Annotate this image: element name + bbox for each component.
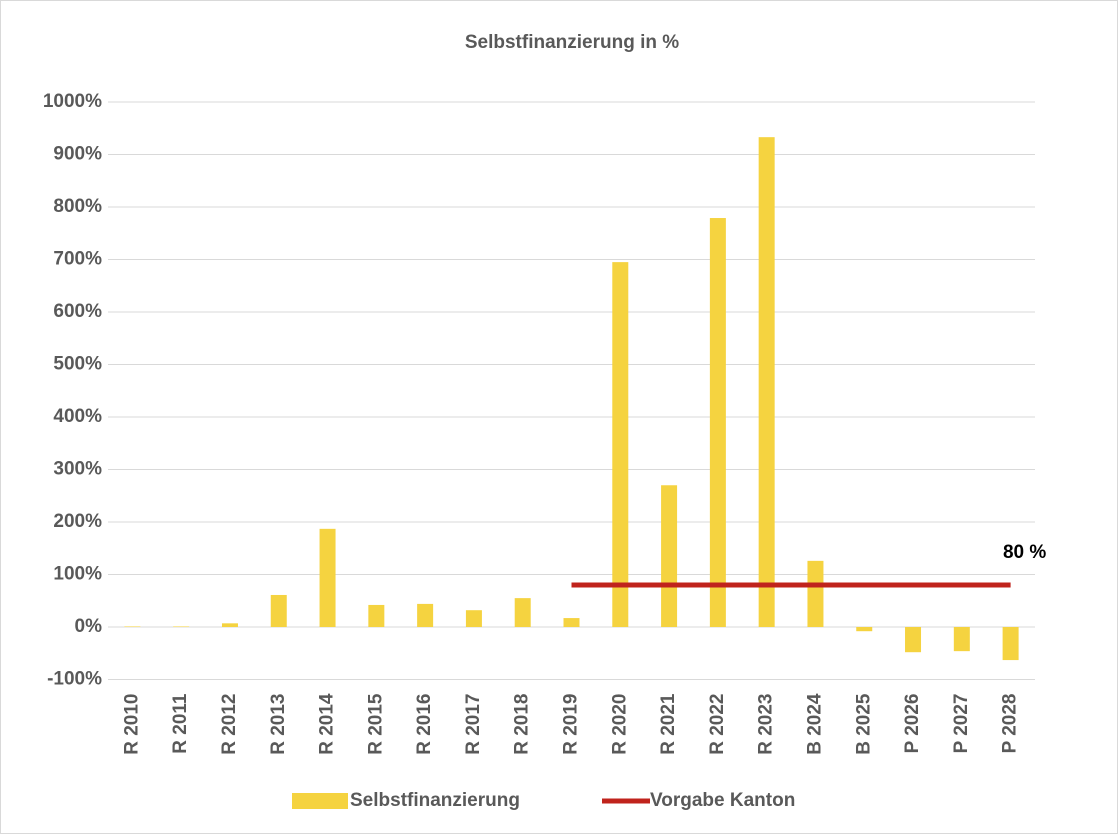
bar (270, 594, 287, 627)
bar (709, 218, 726, 627)
y-tick-label: 900% (53, 144, 102, 165)
x-tick-label: P 2027 (951, 694, 972, 754)
x-tick-label: R 2023 (756, 694, 777, 755)
x-tick-label: R 2017 (463, 694, 484, 755)
legend-label: Selbstfinanzierung (350, 790, 520, 811)
y-tick-label: 600% (53, 301, 102, 322)
bar (124, 626, 141, 627)
x-tick-label: R 2021 (658, 693, 679, 755)
bar (417, 603, 434, 627)
bar (368, 604, 385, 627)
x-tick-label: B 2024 (804, 693, 825, 755)
bar (563, 618, 580, 627)
chart-title: Selbstfinanzierung in % (465, 32, 679, 53)
bar (856, 627, 873, 632)
bar (221, 623, 238, 627)
bar (173, 626, 190, 627)
legend-swatch (292, 793, 348, 809)
bar (612, 262, 629, 627)
y-tick-label: 200% (53, 511, 102, 532)
bar (905, 627, 922, 653)
x-tick-label: R 2016 (414, 694, 435, 755)
y-tick-label: 1000% (43, 91, 102, 112)
x-tick-label: R 2014 (317, 693, 338, 755)
x-tick-label: P 2028 (1000, 694, 1021, 754)
bar (807, 560, 824, 627)
x-tick-label: R 2019 (561, 694, 582, 755)
x-tick-label: R 2020 (609, 694, 630, 755)
x-tick-label: R 2011 (170, 693, 191, 754)
x-tick-label: R 2015 (365, 693, 386, 755)
y-tick-label: 300% (53, 459, 102, 480)
legend-label: Vorgabe Kanton (650, 790, 795, 811)
y-tick-label: 400% (53, 406, 102, 427)
bar (465, 610, 482, 627)
x-tick-label: R 2010 (121, 694, 142, 755)
y-tick-label: 800% (53, 196, 102, 217)
x-tick-label: R 2012 (219, 694, 240, 755)
y-tick-label: 100% (53, 564, 102, 585)
bar (319, 528, 336, 627)
x-tick-label: R 2022 (707, 694, 728, 755)
bar (661, 485, 678, 627)
x-tick-label: R 2013 (268, 694, 289, 755)
y-tick-label: -100% (47, 669, 102, 690)
y-tick-label: 700% (53, 249, 102, 270)
bar (514, 598, 531, 627)
bar (758, 137, 775, 628)
x-tick-label: R 2018 (512, 694, 533, 755)
y-tick-label: 0% (75, 616, 103, 637)
y-tick-label: 500% (53, 354, 102, 375)
bar (1002, 627, 1019, 661)
x-tick-label: B 2025 (853, 693, 874, 755)
data-label: 80 % (1003, 542, 1046, 563)
x-tick-label: P 2026 (902, 694, 923, 754)
bar (953, 627, 970, 652)
